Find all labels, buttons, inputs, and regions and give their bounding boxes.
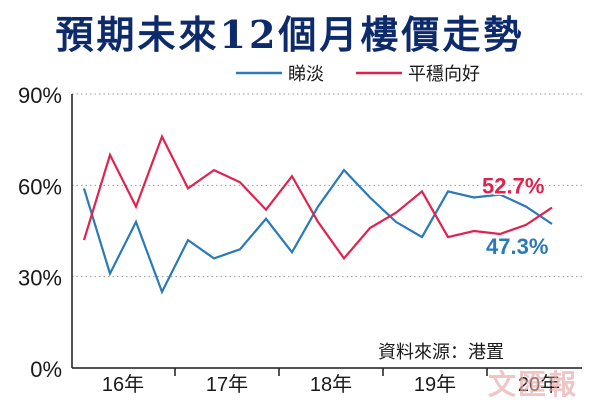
source-note: 資料來源：港置: [378, 342, 504, 363]
x-tick-label: 17年: [206, 373, 248, 396]
x-tick-label: 16年: [102, 373, 144, 396]
end-label-stable-up: 52.7%: [482, 174, 544, 199]
legend: 睇淡 平穩向好: [236, 64, 480, 85]
y-tick-label: 30%: [18, 266, 62, 291]
legend-label-bearish: 睇淡: [288, 64, 324, 85]
chart-title: 預期未來12個月樓價走勢: [56, 12, 525, 57]
x-tick-label: 20年: [518, 373, 560, 396]
y-tick-label: 90%: [18, 83, 62, 108]
series-line-stable-up: [82, 133, 553, 261]
x-axis-ticks: 16年 17年 18年 19年 20年: [102, 368, 560, 396]
legend-label-stable-up: 平穩向好: [408, 64, 480, 85]
watermark-logo: 文匯報: [488, 368, 578, 401]
series-line-bearish: [82, 168, 553, 295]
x-tick-label: 18年: [310, 373, 352, 396]
y-tick-label: 0%: [30, 357, 62, 382]
end-label-bearish: 47.3%: [486, 234, 548, 259]
y-tick-label: 60%: [18, 174, 62, 199]
x-tick-label: 19年: [414, 373, 456, 396]
y-axis-ticks: 0% 30% 60% 90%: [18, 83, 62, 382]
series-lines: [82, 133, 553, 295]
